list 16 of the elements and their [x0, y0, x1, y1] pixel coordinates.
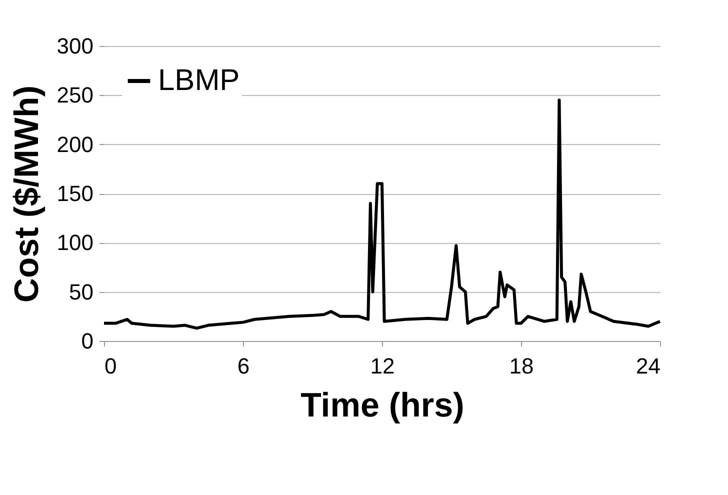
x-axis-title: Time (hrs)	[300, 386, 464, 424]
x-tick-label: 12	[370, 354, 395, 378]
x-tick-label: 0	[104, 354, 117, 378]
legend-label: LBMP	[158, 64, 240, 97]
x-tick-label: 18	[509, 354, 534, 378]
y-axis-title: Cost ($/MWh)	[8, 85, 46, 303]
y-tick-label: 250	[56, 82, 94, 108]
y-tick-label: 100	[56, 230, 94, 256]
y-tick-label: 300	[56, 34, 94, 58]
line-series	[102, 98, 662, 330]
y-tick-label: 200	[56, 132, 94, 157]
y-tick-label: 0	[81, 328, 94, 354]
x-tick-label: 24	[636, 354, 660, 378]
x-tick-label: 6	[237, 354, 250, 378]
y-tick-label: 50	[69, 279, 94, 304]
y-tick-label: 150	[56, 181, 94, 206]
